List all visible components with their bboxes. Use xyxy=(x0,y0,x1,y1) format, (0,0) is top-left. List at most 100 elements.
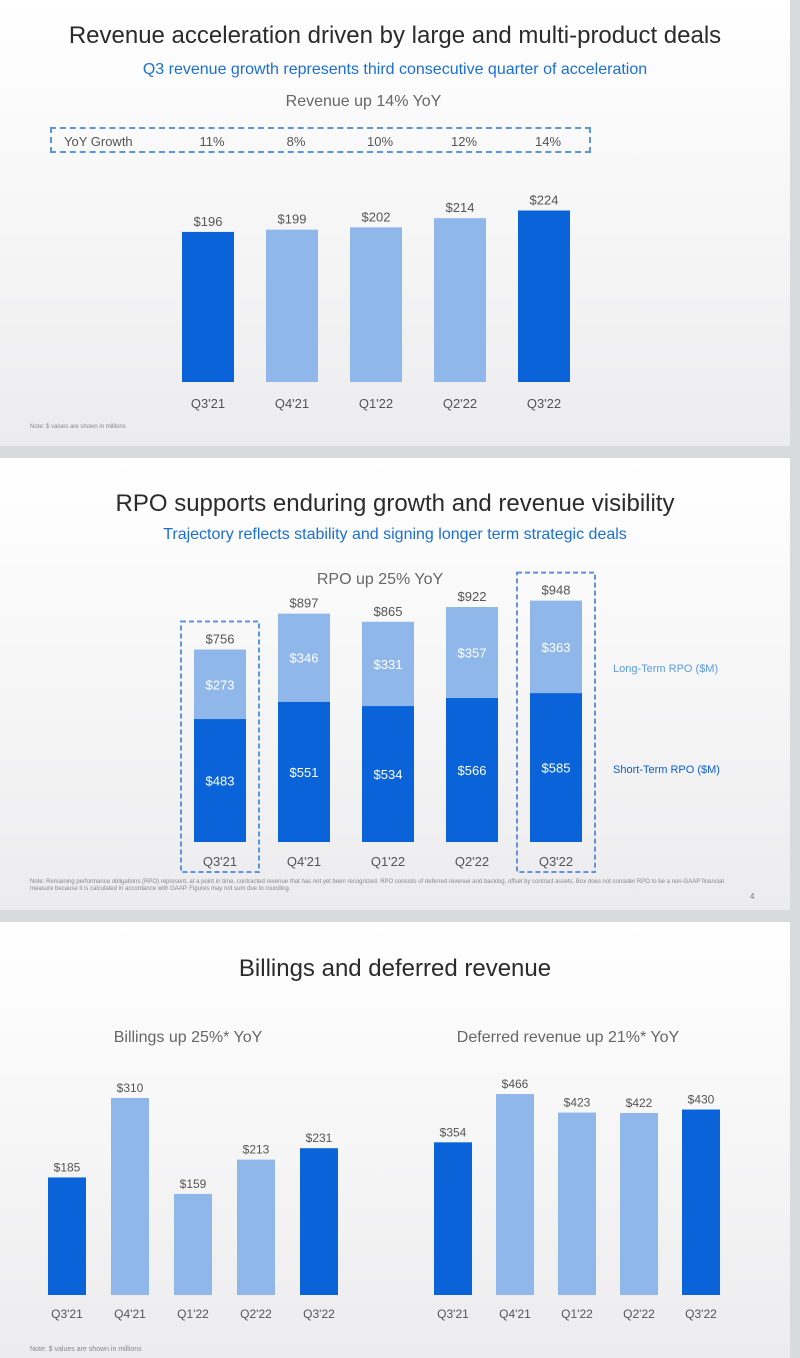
segment-label-long-term: $363 xyxy=(542,640,571,655)
bar-value-label: $199 xyxy=(278,212,307,227)
category-label: Q3'22 xyxy=(303,1307,335,1321)
bar-long-term xyxy=(362,621,414,707)
billings-headline: Billings up 25%* YoY xyxy=(113,1029,263,1046)
bar-long-term xyxy=(194,649,246,720)
category-label: Q3'21 xyxy=(191,396,225,411)
category-label: Q4'21 xyxy=(287,854,321,869)
bar-value-label: $224 xyxy=(530,193,559,208)
chart-headline: Revenue up 14% YoY xyxy=(285,93,442,110)
yoy-growth-value: 12% xyxy=(450,134,478,149)
slide-title: Billings and deferred revenue xyxy=(238,955,552,982)
rpo-stacked-bar-chart: $483 $273 $756 Q3'21 $551 $346 $897 Q4'21 $534 $3… xyxy=(180,571,596,874)
bar-value-label: $185 xyxy=(54,1160,81,1174)
bar xyxy=(174,1193,212,1295)
rpo-slide: RPO supports enduring growth and revenue… xyxy=(0,458,790,910)
yoy-growth-box: YoY Growth 11% 8% 10% 12% 14% xyxy=(50,127,591,153)
bar-value-label: $422 xyxy=(626,1096,653,1110)
bar xyxy=(558,1112,596,1295)
category-label: Q2'22 xyxy=(443,396,477,411)
bar-value-label: $202 xyxy=(362,209,391,224)
total-label: $756 xyxy=(206,632,235,647)
segment-label-long-term: $357 xyxy=(458,645,487,660)
bar xyxy=(620,1112,658,1295)
billings-slide: Billings and deferred revenue Billings u… xyxy=(0,922,790,1358)
yoy-growth-value: 10% xyxy=(366,134,394,149)
bar-value-label: $354 xyxy=(440,1125,467,1139)
category-label: Q3'21 xyxy=(437,1307,469,1321)
category-label: Q2'22 xyxy=(455,854,489,869)
segment-label-long-term: $273 xyxy=(206,677,235,692)
category-label: Q3'22 xyxy=(539,854,573,869)
segment-label-long-term: $346 xyxy=(290,651,319,666)
category-label: Q1'22 xyxy=(371,854,405,869)
page-number: 4 xyxy=(750,892,755,901)
yoy-growth-label: YoY Growth xyxy=(64,134,133,149)
category-label: Q4'21 xyxy=(275,396,309,411)
category-label: Q3'22 xyxy=(527,396,561,411)
bar xyxy=(237,1159,275,1295)
bar-short-term xyxy=(446,697,498,842)
footnote: Note: Remaining performance obligations … xyxy=(30,879,724,892)
bar-short-term xyxy=(362,706,414,842)
bar xyxy=(300,1148,338,1295)
category-label: Q3'22 xyxy=(685,1307,717,1321)
bar-value-label: $214 xyxy=(446,200,475,215)
revenue-slide: Revenue acceleration driven by large and… xyxy=(0,0,790,446)
bar-short-term xyxy=(530,693,582,842)
segment-label-short-term: $551 xyxy=(290,765,319,780)
category-label: Q3'21 xyxy=(203,854,237,869)
bar xyxy=(434,218,486,382)
total-label: $948 xyxy=(542,583,571,598)
category-label: Q4'21 xyxy=(114,1307,146,1321)
slide-title: Revenue acceleration driven by large and… xyxy=(68,22,722,49)
segment-label-short-term: $585 xyxy=(542,761,571,776)
bar xyxy=(182,231,234,382)
chart-headline: RPO up 25% YoY xyxy=(316,571,444,588)
deferred-headline: Deferred revenue up 21%* YoY xyxy=(456,1029,680,1046)
bar xyxy=(682,1109,720,1295)
bar xyxy=(496,1094,534,1295)
bar xyxy=(111,1097,149,1295)
slide-title: RPO supports enduring growth and revenue… xyxy=(115,490,675,517)
segment-label-long-term: $331 xyxy=(374,657,403,672)
category-label: Q2'22 xyxy=(240,1307,272,1321)
bar-value-label: $231 xyxy=(306,1131,333,1145)
category-label: Q1'22 xyxy=(561,1307,593,1321)
category-label: Q1'22 xyxy=(177,1307,209,1321)
bar xyxy=(434,1142,472,1295)
total-label: $865 xyxy=(374,604,403,619)
bar-long-term xyxy=(530,600,582,694)
bar-value-label: $430 xyxy=(688,1093,715,1107)
bar-value-label: $196 xyxy=(194,214,223,229)
footnote: Note: $ values are shown in millions xyxy=(30,424,126,430)
segment-label-short-term: $483 xyxy=(206,774,235,789)
bar xyxy=(518,210,570,382)
slide-subtitle: Trajectory reflects stability and signin… xyxy=(163,526,627,543)
bar-short-term xyxy=(278,701,330,842)
bar-short-term xyxy=(194,719,246,842)
bar-value-label: $466 xyxy=(502,1077,529,1091)
slide-subtitle: Q3 revenue growth represents third conse… xyxy=(142,61,648,78)
category-label: Q4'21 xyxy=(499,1307,531,1321)
bar-long-term xyxy=(278,613,330,702)
footnote: Note: $ values are shown in millions xyxy=(30,1346,142,1353)
bar-value-label: $423 xyxy=(564,1096,591,1110)
bar xyxy=(48,1177,86,1295)
yoy-growth-value: 11% xyxy=(199,134,225,149)
total-label: $922 xyxy=(458,589,487,604)
bar-value-label: $159 xyxy=(180,1177,207,1191)
highlight-box xyxy=(516,571,596,874)
highlight-box xyxy=(180,620,260,873)
legend-short-term: Short-Term RPO ($M) xyxy=(613,764,720,776)
yoy-growth-value: 14% xyxy=(534,134,562,149)
bar-value-label: $213 xyxy=(243,1143,270,1157)
yoy-growth-value: 8% xyxy=(286,134,306,149)
category-label: Q3'21 xyxy=(51,1307,83,1321)
category-label: Q1'22 xyxy=(359,396,393,411)
billings-bar-chart: $185 Q3'21 $310 Q4'21 $159 Q1'22 $213 Q2'22 $231… xyxy=(48,1077,720,1321)
bar xyxy=(350,227,402,382)
segment-label-short-term: $534 xyxy=(374,767,403,782)
category-label: Q2'22 xyxy=(623,1307,655,1321)
legend-long-term: Long-Term RPO ($M) xyxy=(613,663,719,675)
bar-value-label: $310 xyxy=(117,1081,144,1095)
